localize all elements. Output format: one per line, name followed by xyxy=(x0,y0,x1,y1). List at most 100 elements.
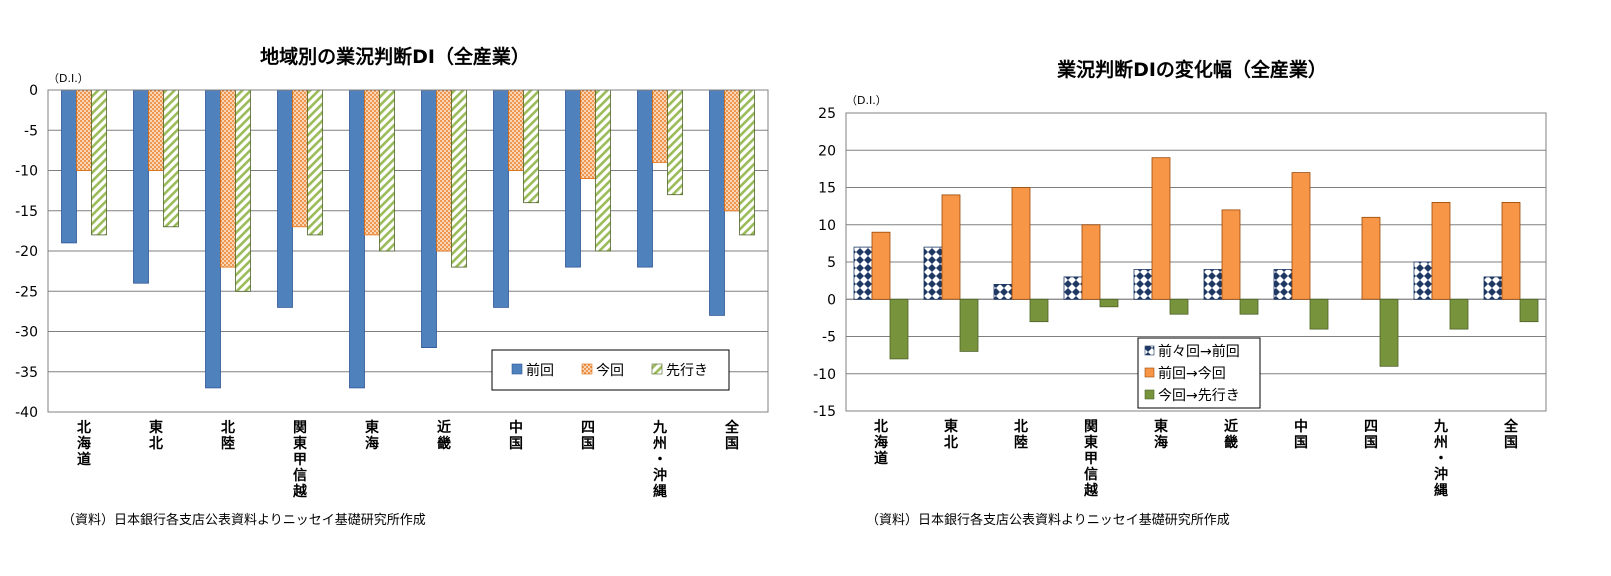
chart1-legend-swatch-1 xyxy=(581,363,593,375)
chart2-bar-1-4 xyxy=(1151,157,1171,300)
chart2-y-tick-label: 25 xyxy=(818,106,836,122)
chart1-bar-0-4 xyxy=(349,89,365,389)
chart2-bar-0-4 xyxy=(1133,269,1153,300)
chart2-x-axis: 北海道 東北 北陸 関東甲信越 東海 近畿 中国 四国 九州・沖縄 全国 xyxy=(874,418,1519,499)
chart1-bar-2-4 xyxy=(379,89,395,252)
chart1-bar-1-7 xyxy=(580,89,596,179)
chart2-source-note: （資料）日本銀行各支店公表資料よりニッセイ基礎研究所作成 xyxy=(866,512,1230,528)
chart1-y-tick-label: -15 xyxy=(15,204,38,220)
chart1-y-tick-label: -5 xyxy=(24,123,38,139)
chart2-x-tick-label: 関東甲信越 xyxy=(1083,419,1099,499)
chart1-title: 地域別の業況判断DI（全産業） xyxy=(260,45,530,68)
chart1-y-tick-label: -10 xyxy=(15,164,38,180)
chart2-bar-1-2 xyxy=(1011,187,1031,300)
chart2-bar-0-0 xyxy=(853,246,873,300)
chart2-bar-2-1 xyxy=(959,298,979,352)
chart1-y-tick-label: -30 xyxy=(15,325,38,341)
chart1-bar-0-5 xyxy=(421,89,437,349)
chart2-y-tick-label: -15 xyxy=(813,404,836,420)
chart2-y-tick-label: 20 xyxy=(818,143,836,159)
chart1-legend: 前回 今回 先行き xyxy=(491,349,730,391)
chart2-legend-swatch-2 xyxy=(1144,389,1155,400)
chart2-y-tick-label: 0 xyxy=(827,292,836,308)
chart1-bar-1-8 xyxy=(652,89,668,163)
chart1-y-tick-label: -40 xyxy=(15,405,38,421)
chart2-legend-label-0: 前々回→前回 xyxy=(1158,343,1240,360)
chart1-bar-2-2 xyxy=(235,89,251,292)
chart2-y-tick-label: 5 xyxy=(827,255,836,271)
chart2-bar-0-1 xyxy=(923,246,943,300)
chart2-x-tick-label: 北海道 xyxy=(874,419,888,467)
chart1-x-tick-label: 北海道 xyxy=(77,420,91,468)
chart1-x-tick-label: 四国 xyxy=(581,420,595,452)
chart1-bar-2-6 xyxy=(523,89,539,204)
chart2-bar-0-6 xyxy=(1273,269,1293,300)
chart1-legend-label-1: 今回 xyxy=(596,363,624,379)
chart1-bar-0-9 xyxy=(709,89,725,316)
chart2-legend: 前々回→前回 前回→今回 今回→先行き xyxy=(1137,337,1261,409)
chart2-bar-2-5 xyxy=(1239,298,1259,315)
chart2-legend-swatch-1 xyxy=(1144,367,1155,378)
chart2-bar-2-3 xyxy=(1099,298,1119,308)
chart1-bar-0-1 xyxy=(133,89,149,284)
chart2-bars xyxy=(853,157,1539,367)
chart1-x-tick-label: 九州・沖縄 xyxy=(652,420,667,500)
chart2-bar-1-9 xyxy=(1501,201,1521,300)
chart1-bar-1-9 xyxy=(724,89,740,212)
chart2-bar-2-9 xyxy=(1519,298,1539,323)
chart1-x-tick-label: 北陸 xyxy=(221,420,235,452)
chart1-bar-1-1 xyxy=(148,89,164,171)
chart1-bar-0-7 xyxy=(565,89,581,268)
chart2-y-tick-label: 10 xyxy=(818,218,836,234)
chart1-bar-1-0 xyxy=(76,89,92,171)
chart1-x-tick-label: 関東甲信越 xyxy=(292,420,308,500)
chart2-y-tick-label: 15 xyxy=(818,181,836,197)
chart1-x-tick-label: 東北 xyxy=(149,419,163,452)
chart2-bar-1-7 xyxy=(1361,216,1381,300)
chart2-x-tick-label: 全国 xyxy=(1503,418,1519,451)
chart1-y-tick-label: 0 xyxy=(29,83,38,99)
chart2-unit-label: （D.I.） xyxy=(846,94,887,107)
chart1-bar-0-0 xyxy=(61,89,77,244)
chart1-bars xyxy=(61,89,755,389)
chart2-x-tick-label: 東海 xyxy=(1154,418,1168,451)
chart1-bar-0-6 xyxy=(493,89,509,308)
chart2-bar-1-8 xyxy=(1431,201,1451,300)
chart1-bar-2-8 xyxy=(667,89,683,196)
chart1-legend-label-2: 先行き xyxy=(666,363,708,379)
chart2-title: 業況判断DIの変化幅（全産業） xyxy=(1056,58,1327,81)
chart2-bar-1-5 xyxy=(1221,209,1241,300)
chart1-y-tick-label: -35 xyxy=(15,365,38,381)
chart1-bar-0-3 xyxy=(277,89,293,308)
chart1-y-tick-label: -25 xyxy=(15,284,38,300)
chart2-bar-0-5 xyxy=(1203,269,1223,300)
chart2-bar-2-4 xyxy=(1169,298,1189,315)
chart2-legend-label-1: 前回→今回 xyxy=(1158,365,1226,382)
chart1-bar-1-3 xyxy=(292,89,308,228)
chart1-x-tick-label: 東海 xyxy=(365,419,379,452)
chart2-bar-1-1 xyxy=(941,194,961,300)
chart2-x-tick-label: 中国 xyxy=(1294,418,1308,451)
chart2-bar-1-0 xyxy=(871,231,891,300)
chart2-bar-0-8 xyxy=(1413,261,1433,300)
chart2-x-tick-label: 東北 xyxy=(944,418,958,451)
chart2-bar-0-2 xyxy=(993,283,1013,300)
chart2-bar-2-8 xyxy=(1449,298,1469,330)
chart1-bar-2-9 xyxy=(739,89,755,236)
chart1-bar-1-5 xyxy=(436,89,452,252)
chart2-bar-2-0 xyxy=(889,298,909,360)
chart1-legend-swatch-2 xyxy=(651,363,663,375)
chart1-x-tick-label: 中国 xyxy=(509,419,523,452)
chart1-unit-label: （D.I.） xyxy=(48,72,89,85)
chart2-bar-0-9 xyxy=(1483,276,1503,300)
chart1-legend-label-0: 前回 xyxy=(526,362,554,379)
chart2-x-tick-label: 近畿 xyxy=(1224,418,1238,451)
chart2-x-tick-label: 四国 xyxy=(1364,419,1378,451)
chart1-bar-2-0 xyxy=(91,89,107,236)
chart2-bar-2-2 xyxy=(1029,298,1049,323)
chart2-bar-2-7 xyxy=(1379,298,1399,367)
chart1-bar-2-5 xyxy=(451,89,467,268)
chart1-y-axis: 0 -5 -10 -15 -20 -25 -30 -35 -40 xyxy=(15,83,38,421)
chart1-x-axis: 北海道 東北 北陸 関東甲信越 東海 近畿 中国 四国 九州・沖縄 全国 xyxy=(77,419,740,500)
